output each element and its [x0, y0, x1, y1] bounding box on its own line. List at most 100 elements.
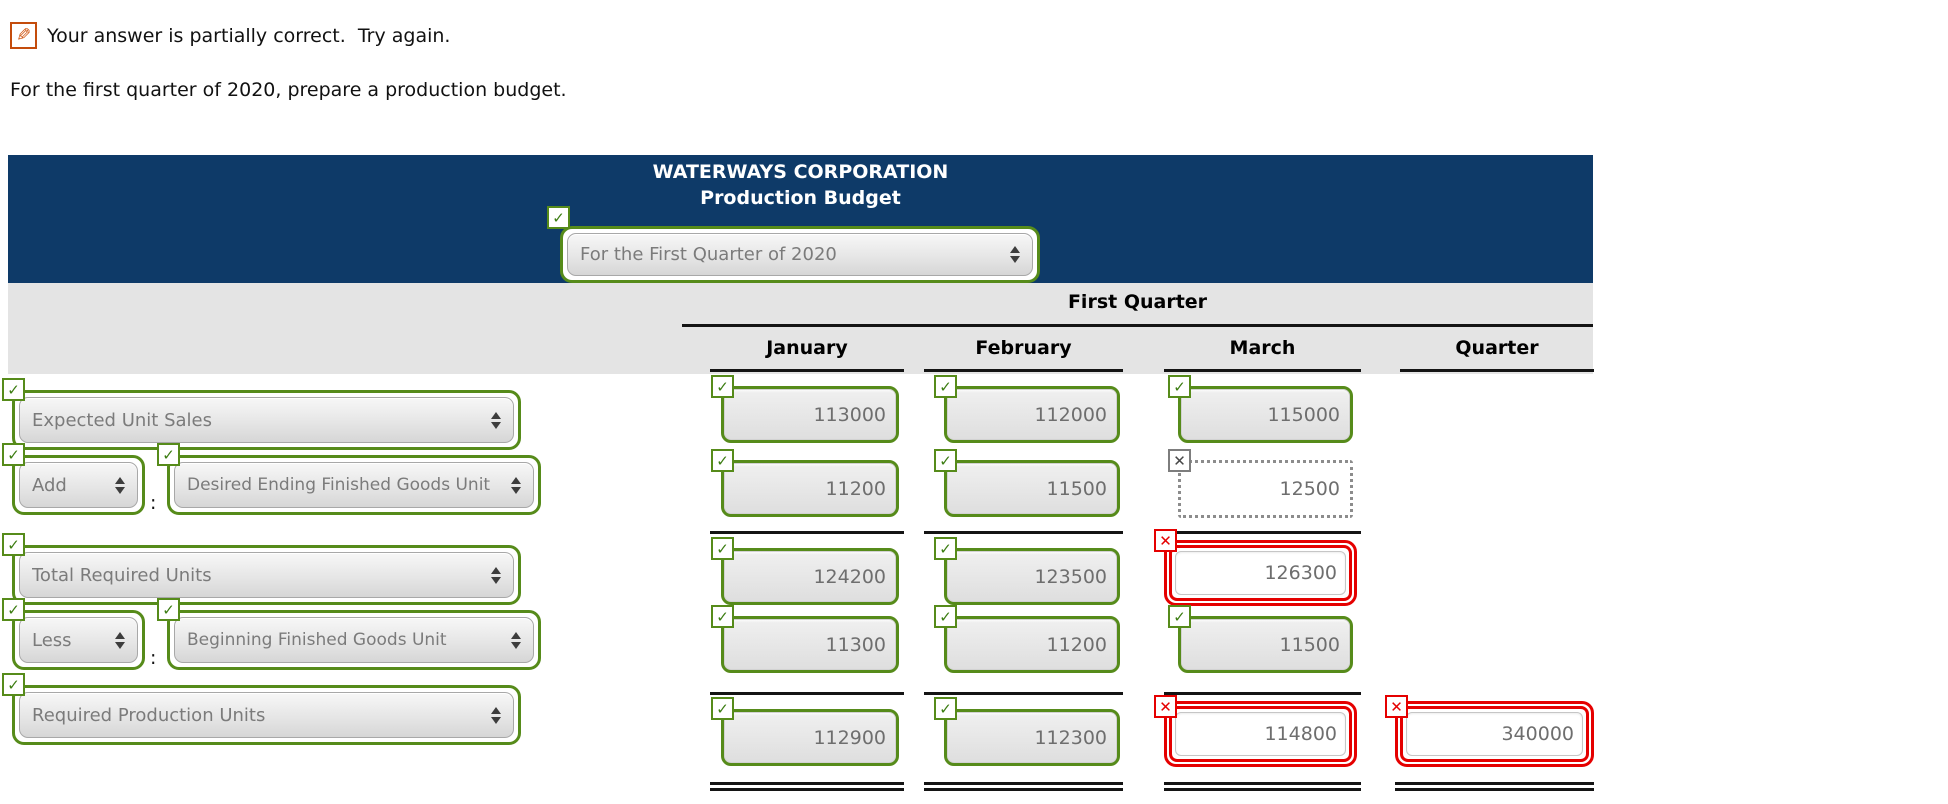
separator-colon: : [150, 492, 157, 514]
error-frame: 126300 [1164, 540, 1357, 606]
correct-check-icon: ✓ [1168, 605, 1191, 628]
select-arrows-icon [481, 706, 501, 724]
input-feb-total-required[interactable]: 123500 [944, 548, 1120, 605]
row2-prefix-select[interactable]: Add [19, 462, 138, 508]
separator-colon: : [150, 647, 157, 669]
row5-label-value: Required Production Units [32, 704, 266, 726]
column-underline [1400, 369, 1594, 372]
column-header-february: February [975, 337, 1072, 359]
group-header-label: First Quarter [1067, 291, 1208, 313]
select-arrows-icon [501, 631, 521, 649]
input-qtr-required-production[interactable]: 340000 [1406, 712, 1583, 756]
column-header-march: March [1229, 337, 1296, 359]
total-double-rule [1395, 782, 1594, 785]
row2-label-correct-frame: Desired Ending Finished Goods Unit [167, 455, 541, 515]
group-header-underline [682, 324, 1593, 327]
select-arrows-icon [481, 411, 501, 429]
input-feb-expected-unit-sales[interactable]: 112000 [944, 386, 1120, 443]
input-mar-total-required[interactable]: 126300 [1175, 551, 1346, 595]
correct-check-icon: ✓ [711, 449, 734, 472]
total-double-rule [710, 788, 904, 791]
correct-check-icon: ✓ [1168, 375, 1191, 398]
correct-check-icon: ✓ [711, 375, 734, 398]
input-jan-expected-unit-sales[interactable]: 113000 [721, 386, 899, 443]
error-frame: 114800 [1164, 701, 1357, 767]
input-mar-desired-ending[interactable]: 12500 [1178, 460, 1353, 518]
input-mar-beginning[interactable]: 11500 [1178, 616, 1353, 673]
total-double-rule [924, 788, 1123, 791]
company-name: WATERWAYS CORPORATION [652, 161, 949, 183]
period-select-value: For the First Quarter of 2020 [580, 244, 837, 265]
correct-check-icon: ✓ [547, 206, 570, 229]
row2-label-value: Desired Ending Finished Goods Unit [187, 475, 491, 495]
select-arrows-icon [481, 566, 501, 584]
correct-check-icon: ✓ [934, 537, 957, 560]
input-feb-required-production[interactable]: 112300 [944, 709, 1120, 766]
row4-label-correct-frame: Beginning Finished Goods Unit [167, 610, 541, 670]
correct-check-icon: ✓ [2, 443, 25, 466]
correct-check-icon: ✓ [2, 673, 25, 696]
incorrect-cross-icon: ✕ [1154, 695, 1177, 718]
correct-check-icon: ✓ [711, 605, 734, 628]
subtotal-rule [1164, 531, 1361, 534]
correct-check-icon: ✓ [2, 533, 25, 556]
report-title: Production Budget [700, 187, 901, 209]
input-mar-expected-unit-sales[interactable]: 115000 [1178, 386, 1353, 443]
total-double-rule [1164, 782, 1361, 785]
column-header-quarter: Quarter [1455, 337, 1539, 359]
correct-check-icon: ✓ [2, 378, 25, 401]
total-double-rule [924, 782, 1123, 785]
column-underline [1164, 369, 1361, 372]
subtotal-rule [710, 692, 904, 695]
input-feb-desired-ending[interactable]: 11500 [944, 460, 1120, 517]
column-underline [924, 369, 1123, 372]
instruction-text: For the first quarter of 2020, prepare a… [10, 79, 567, 101]
row3-label-select[interactable]: Total Required Units [19, 552, 514, 598]
input-jan-beginning[interactable]: 11300 [721, 616, 899, 673]
status-message: Your answer is partially correct. Try ag… [47, 25, 451, 47]
row4-label-select[interactable]: Beginning Finished Goods Unit [174, 617, 534, 663]
row4-prefix-select[interactable]: Less [19, 617, 138, 663]
row3-label-correct-frame: Total Required Units [12, 545, 521, 605]
row4-prefix-correct-frame: Less [12, 610, 145, 670]
correct-check-icon: ✓ [934, 697, 957, 720]
period-select-correct-frame: For the First Quarter of 2020 [560, 226, 1040, 283]
error-frame: 340000 [1395, 701, 1594, 767]
correct-check-icon: ✓ [2, 598, 25, 621]
correct-check-icon: ✓ [711, 697, 734, 720]
subtotal-rule [1164, 692, 1361, 695]
row1-label-select[interactable]: Expected Unit Sales [19, 397, 514, 443]
column-header-band [8, 328, 1593, 374]
pencil-icon: ✎ [15, 25, 32, 46]
row4-label-value: Beginning Finished Goods Unit [187, 630, 447, 650]
group-header-band [8, 283, 1593, 328]
input-feb-beginning[interactable]: 11200 [944, 616, 1120, 673]
correct-check-icon: ✓ [934, 605, 957, 628]
input-jan-desired-ending[interactable]: 11200 [721, 460, 899, 517]
incorrect-cross-icon: ✕ [1385, 695, 1408, 718]
column-underline [710, 369, 904, 372]
subtotal-rule [924, 531, 1123, 534]
correct-check-icon: ✓ [157, 598, 180, 621]
correct-check-icon: ✓ [934, 375, 957, 398]
select-arrows-icon [501, 476, 521, 494]
total-double-rule [1395, 788, 1594, 791]
correct-check-icon: ✓ [157, 443, 180, 466]
total-double-rule [710, 782, 904, 785]
row5-label-select[interactable]: Required Production Units [19, 692, 514, 738]
row4-prefix-value: Less [32, 629, 72, 651]
input-jan-required-production[interactable]: 112900 [721, 709, 899, 766]
incorrect-cross-icon: ✕ [1168, 449, 1191, 472]
row2-prefix-value: Add [32, 474, 67, 496]
select-arrows-icon [105, 631, 125, 649]
period-select[interactable]: For the First Quarter of 2020 [567, 233, 1033, 276]
column-header-january: January [766, 337, 848, 359]
row5-label-correct-frame: Required Production Units [12, 685, 521, 745]
input-jan-total-required[interactable]: 124200 [721, 548, 899, 605]
row3-label-value: Total Required Units [32, 564, 212, 586]
select-arrows-icon [1000, 246, 1020, 263]
input-mar-required-production[interactable]: 114800 [1175, 712, 1346, 756]
row2-label-select[interactable]: Desired Ending Finished Goods Unit [174, 462, 534, 508]
correct-check-icon: ✓ [711, 537, 734, 560]
